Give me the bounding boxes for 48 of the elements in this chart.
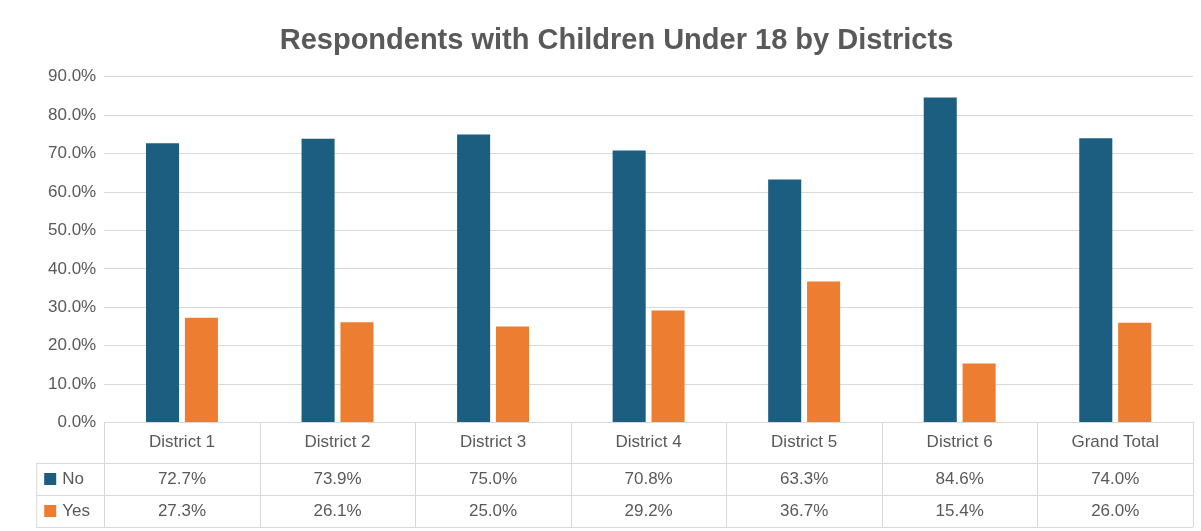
bar: [923, 97, 957, 423]
y-tick-label: 70.0%: [48, 143, 97, 163]
x-tick-label: District 3: [460, 432, 527, 452]
bar: [301, 138, 335, 423]
data-label: 36.7%: [780, 500, 829, 520]
data-label: 29.2%: [624, 500, 673, 520]
x-tick-label: Grand Total: [1071, 432, 1160, 452]
y-tick-label: 40.0%: [48, 258, 97, 278]
y-tick-label: 20.0%: [48, 335, 97, 355]
bar: [340, 322, 374, 423]
data-label: 15.4%: [935, 500, 984, 520]
bar: [457, 134, 491, 423]
data-label: 70.8%: [624, 468, 673, 488]
x-tick-label: District 6: [926, 432, 993, 452]
data-label: 74.0%: [1091, 468, 1140, 488]
x-tick-label: District 2: [304, 432, 371, 452]
y-tick-label: 30.0%: [48, 297, 97, 317]
y-tick-label: 50.0%: [48, 220, 97, 240]
data-label: 25.0%: [468, 500, 518, 520]
y-tick-label: 90.0%: [48, 66, 97, 86]
bar: [1118, 322, 1152, 423]
data-label: 27.3%: [157, 500, 207, 520]
legend-label: Yes: [62, 500, 90, 520]
data-label: 75.0%: [468, 468, 518, 488]
bar: [651, 310, 685, 423]
x-tick-label: District 4: [615, 432, 682, 452]
x-tick-label: District 1: [148, 432, 216, 452]
y-tick-label: 60.0%: [48, 181, 97, 201]
bar: [184, 317, 218, 423]
data-label: 84.6%: [935, 468, 984, 488]
bar: [807, 281, 841, 423]
legend-label: No: [62, 468, 84, 488]
data-label: 26.1%: [313, 500, 362, 520]
data-label: 63.3%: [780, 468, 829, 488]
bar: [962, 363, 996, 423]
bar: [146, 143, 180, 423]
data-label: 73.9%: [313, 468, 362, 488]
bar: [768, 179, 802, 423]
x-tick-label: District 5: [771, 432, 838, 452]
bar: [1079, 138, 1113, 423]
y-tick-label: 80.0%: [48, 104, 97, 124]
y-tick-label: 0.0%: [57, 412, 97, 432]
bar: [612, 150, 646, 423]
bar: [495, 326, 530, 423]
data-label: 72.7%: [157, 468, 207, 488]
y-tick-label: 10.0%: [48, 373, 97, 393]
data-label: 26.0%: [1091, 500, 1140, 520]
chart-title: Respondents with Children Under 18 by Districts: [279, 23, 954, 56]
